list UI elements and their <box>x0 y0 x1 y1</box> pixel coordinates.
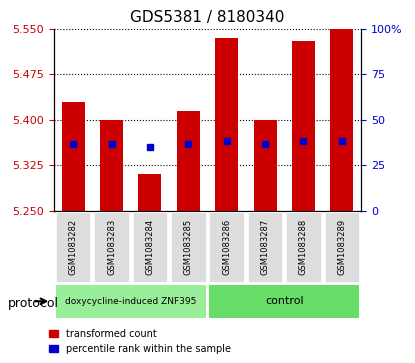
FancyBboxPatch shape <box>325 212 359 282</box>
Text: GSM1083288: GSM1083288 <box>299 219 308 275</box>
FancyBboxPatch shape <box>210 212 244 282</box>
Text: GSM1083283: GSM1083283 <box>107 219 116 275</box>
Text: GSM1083286: GSM1083286 <box>222 219 231 275</box>
Text: GSM1083284: GSM1083284 <box>145 219 154 275</box>
Text: control: control <box>265 296 304 306</box>
Legend: transformed count, percentile rank within the sample: transformed count, percentile rank withi… <box>45 325 235 358</box>
FancyBboxPatch shape <box>56 212 90 282</box>
Title: GDS5381 / 8180340: GDS5381 / 8180340 <box>130 10 285 25</box>
Bar <box>215 38 238 211</box>
FancyBboxPatch shape <box>171 212 205 282</box>
FancyBboxPatch shape <box>248 212 282 282</box>
Bar <box>254 120 276 211</box>
Text: GSM1083285: GSM1083285 <box>184 219 193 275</box>
FancyBboxPatch shape <box>210 285 359 318</box>
Bar <box>292 41 315 211</box>
FancyBboxPatch shape <box>56 285 205 318</box>
Bar <box>100 120 123 211</box>
Text: protocol: protocol <box>8 297 59 310</box>
Bar <box>139 174 161 211</box>
Bar <box>330 29 354 211</box>
FancyBboxPatch shape <box>133 212 167 282</box>
Text: doxycycline-induced ZNF395: doxycycline-induced ZNF395 <box>65 297 196 306</box>
Bar <box>62 102 85 211</box>
Bar <box>177 111 200 211</box>
Text: GSM1083282: GSM1083282 <box>68 219 78 275</box>
Text: GSM1083289: GSM1083289 <box>337 219 347 275</box>
FancyBboxPatch shape <box>94 212 129 282</box>
FancyBboxPatch shape <box>286 212 321 282</box>
Text: GSM1083287: GSM1083287 <box>261 219 270 275</box>
